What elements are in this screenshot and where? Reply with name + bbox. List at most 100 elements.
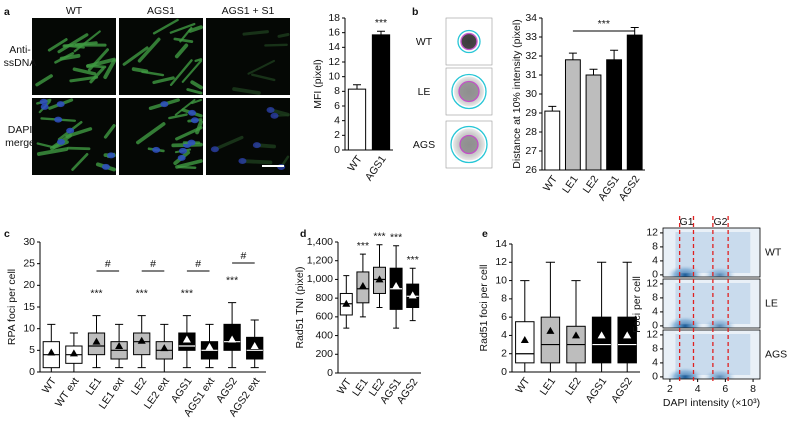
density-frame bbox=[662, 329, 761, 380]
mean-marker bbox=[392, 281, 401, 289]
y-tick-label: 0 bbox=[652, 269, 658, 281]
y-tick-label: 2 bbox=[501, 347, 507, 359]
cell-signal bbox=[47, 38, 68, 52]
mean-marker bbox=[92, 337, 101, 345]
significance: *** bbox=[136, 287, 148, 299]
bar bbox=[371, 34, 391, 151]
whisker-high bbox=[182, 315, 191, 333]
density-cloud bbox=[667, 334, 751, 379]
cell-outline bbox=[451, 73, 487, 110]
y-tick-label: 12 bbox=[495, 256, 507, 268]
whisker-high bbox=[160, 323, 169, 342]
cell-signal bbox=[152, 18, 179, 35]
y-axis-label: Foci per cell bbox=[631, 276, 643, 333]
y-tick-label: 1,200 bbox=[307, 254, 333, 266]
x-tick-label: LE2 bbox=[563, 375, 584, 397]
y-tick-label: 10 bbox=[23, 322, 35, 334]
y-tick-label: 4 bbox=[501, 329, 507, 341]
y-tick-label: 6 bbox=[334, 100, 340, 112]
nucleus bbox=[56, 101, 65, 108]
y-axis-label: Distance at 10% intensity (pixel) bbox=[511, 19, 523, 168]
significance: *** bbox=[226, 274, 238, 286]
whisker-high bbox=[69, 332, 78, 346]
significance: *** bbox=[181, 287, 193, 299]
y-tick-label: 27 bbox=[525, 145, 537, 157]
image-row-label: AGS bbox=[413, 139, 435, 151]
whisker-low bbox=[571, 362, 581, 373]
cell-signal bbox=[36, 147, 69, 156]
y-tick-label: 32 bbox=[525, 50, 537, 62]
whisker-high bbox=[228, 302, 237, 325]
mean-marker bbox=[250, 342, 259, 349]
whisker-low bbox=[137, 354, 146, 369]
x-tick-label: LE1 bbox=[560, 173, 581, 195]
x-tick-label: LE1 bbox=[350, 376, 371, 398]
whisker-high bbox=[205, 323, 214, 342]
mean-marker bbox=[520, 336, 529, 343]
whisker-high bbox=[376, 244, 383, 268]
bar bbox=[564, 59, 581, 171]
y-tick-label: 14 bbox=[328, 41, 340, 53]
significance: *** bbox=[407, 254, 419, 266]
cell-signal bbox=[277, 32, 290, 38]
x-tick-label: WT ext bbox=[53, 375, 82, 409]
y-tick-label: 2 bbox=[334, 129, 340, 141]
density-frame bbox=[662, 227, 761, 278]
y-tick-label: 14 bbox=[495, 238, 507, 250]
whisker-high bbox=[520, 280, 530, 322]
cell-signal bbox=[173, 37, 194, 44]
panel-label: b bbox=[412, 6, 418, 18]
cell-signal bbox=[54, 52, 75, 64]
cell-signal bbox=[141, 70, 165, 77]
whisker-high bbox=[393, 245, 400, 269]
y-tick-label: 400 bbox=[315, 329, 333, 341]
cell-signal bbox=[247, 59, 276, 75]
cell-signal bbox=[86, 57, 116, 69]
mean-marker bbox=[358, 281, 367, 289]
mean-marker bbox=[546, 326, 555, 334]
density-haze bbox=[675, 334, 751, 375]
cell-signal bbox=[65, 127, 93, 139]
whisker-high bbox=[137, 315, 146, 333]
y-tick-label: 31 bbox=[525, 69, 537, 81]
y-tick-label: 4 bbox=[652, 357, 658, 369]
y-tick-label: 34 bbox=[525, 12, 537, 24]
whisker-low bbox=[359, 302, 366, 318]
nucleus bbox=[54, 116, 63, 123]
density-blob bbox=[667, 367, 704, 379]
nucleus bbox=[177, 154, 186, 161]
panel-name: LE bbox=[765, 297, 778, 309]
whisker-low bbox=[545, 362, 556, 373]
cell-signal bbox=[175, 159, 203, 169]
cell-signal bbox=[72, 67, 97, 76]
whisker-low bbox=[520, 362, 530, 373]
cell-signal bbox=[69, 75, 99, 83]
y-axis-label: Rad51 foci per cell bbox=[478, 265, 490, 352]
cell-signal bbox=[213, 135, 244, 151]
cell-signal bbox=[169, 59, 193, 86]
error-bar bbox=[548, 105, 557, 112]
y-tick-label: 30 bbox=[23, 236, 35, 248]
micrograph bbox=[206, 98, 290, 175]
cell-signal bbox=[174, 43, 189, 59]
density-blob bbox=[667, 265, 704, 277]
pair-label: # bbox=[240, 250, 246, 262]
cell-signal bbox=[174, 98, 196, 116]
y-tick-label: 10 bbox=[495, 274, 507, 286]
whisker-high bbox=[545, 261, 556, 318]
pair-label: # bbox=[150, 258, 156, 270]
image-column-label: AGS1 + S1 bbox=[222, 5, 275, 17]
whisker-low bbox=[250, 359, 259, 369]
y-tick-label: 25 bbox=[23, 257, 35, 269]
cell-signal bbox=[71, 152, 89, 171]
whisker-high bbox=[596, 261, 607, 318]
panel-name: AGS bbox=[765, 348, 787, 360]
y-axis-label: Rad51 TNI (pixel) bbox=[294, 266, 306, 348]
cell-signal bbox=[242, 30, 269, 36]
error-bar bbox=[610, 49, 619, 60]
significance: *** bbox=[375, 17, 387, 29]
y-tick-label: 8 bbox=[501, 293, 507, 305]
x-tick-label: LE2 bbox=[129, 375, 150, 397]
cell-signal bbox=[136, 122, 166, 145]
